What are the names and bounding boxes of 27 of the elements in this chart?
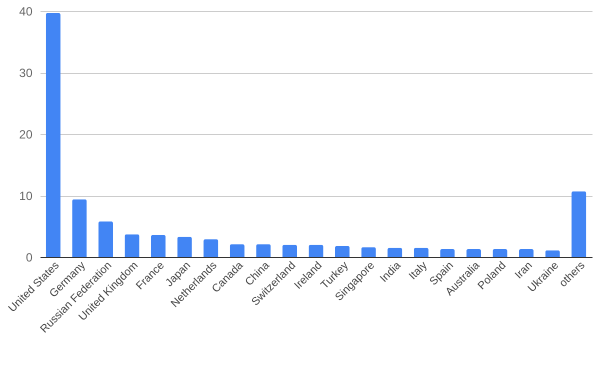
bar bbox=[308, 244, 324, 257]
y-tick-label: 30 bbox=[19, 66, 33, 80]
bar bbox=[204, 239, 218, 257]
bar bbox=[230, 244, 244, 257]
bar bbox=[518, 249, 534, 257]
bar bbox=[256, 244, 271, 257]
bar bbox=[388, 248, 402, 257]
bar bbox=[46, 12, 60, 257]
bar bbox=[98, 221, 114, 257]
bar bbox=[334, 246, 350, 257]
bar bbox=[124, 234, 140, 257]
bar bbox=[572, 191, 586, 257]
bar bbox=[440, 249, 455, 257]
y-tick-label: 10 bbox=[19, 189, 33, 203]
bar bbox=[466, 249, 482, 257]
bar bbox=[150, 234, 166, 257]
bar bbox=[177, 236, 192, 257]
x-tick-label: Italy bbox=[406, 259, 430, 282]
y-tick-label: 0 bbox=[26, 250, 33, 264]
y-tick-label: 20 bbox=[19, 128, 33, 142]
y-tick-label: 40 bbox=[19, 4, 33, 18]
bar bbox=[492, 249, 508, 257]
bar bbox=[72, 199, 87, 257]
bar bbox=[361, 247, 376, 257]
bar bbox=[414, 248, 428, 257]
bar bbox=[282, 244, 298, 257]
bar bbox=[545, 250, 560, 257]
